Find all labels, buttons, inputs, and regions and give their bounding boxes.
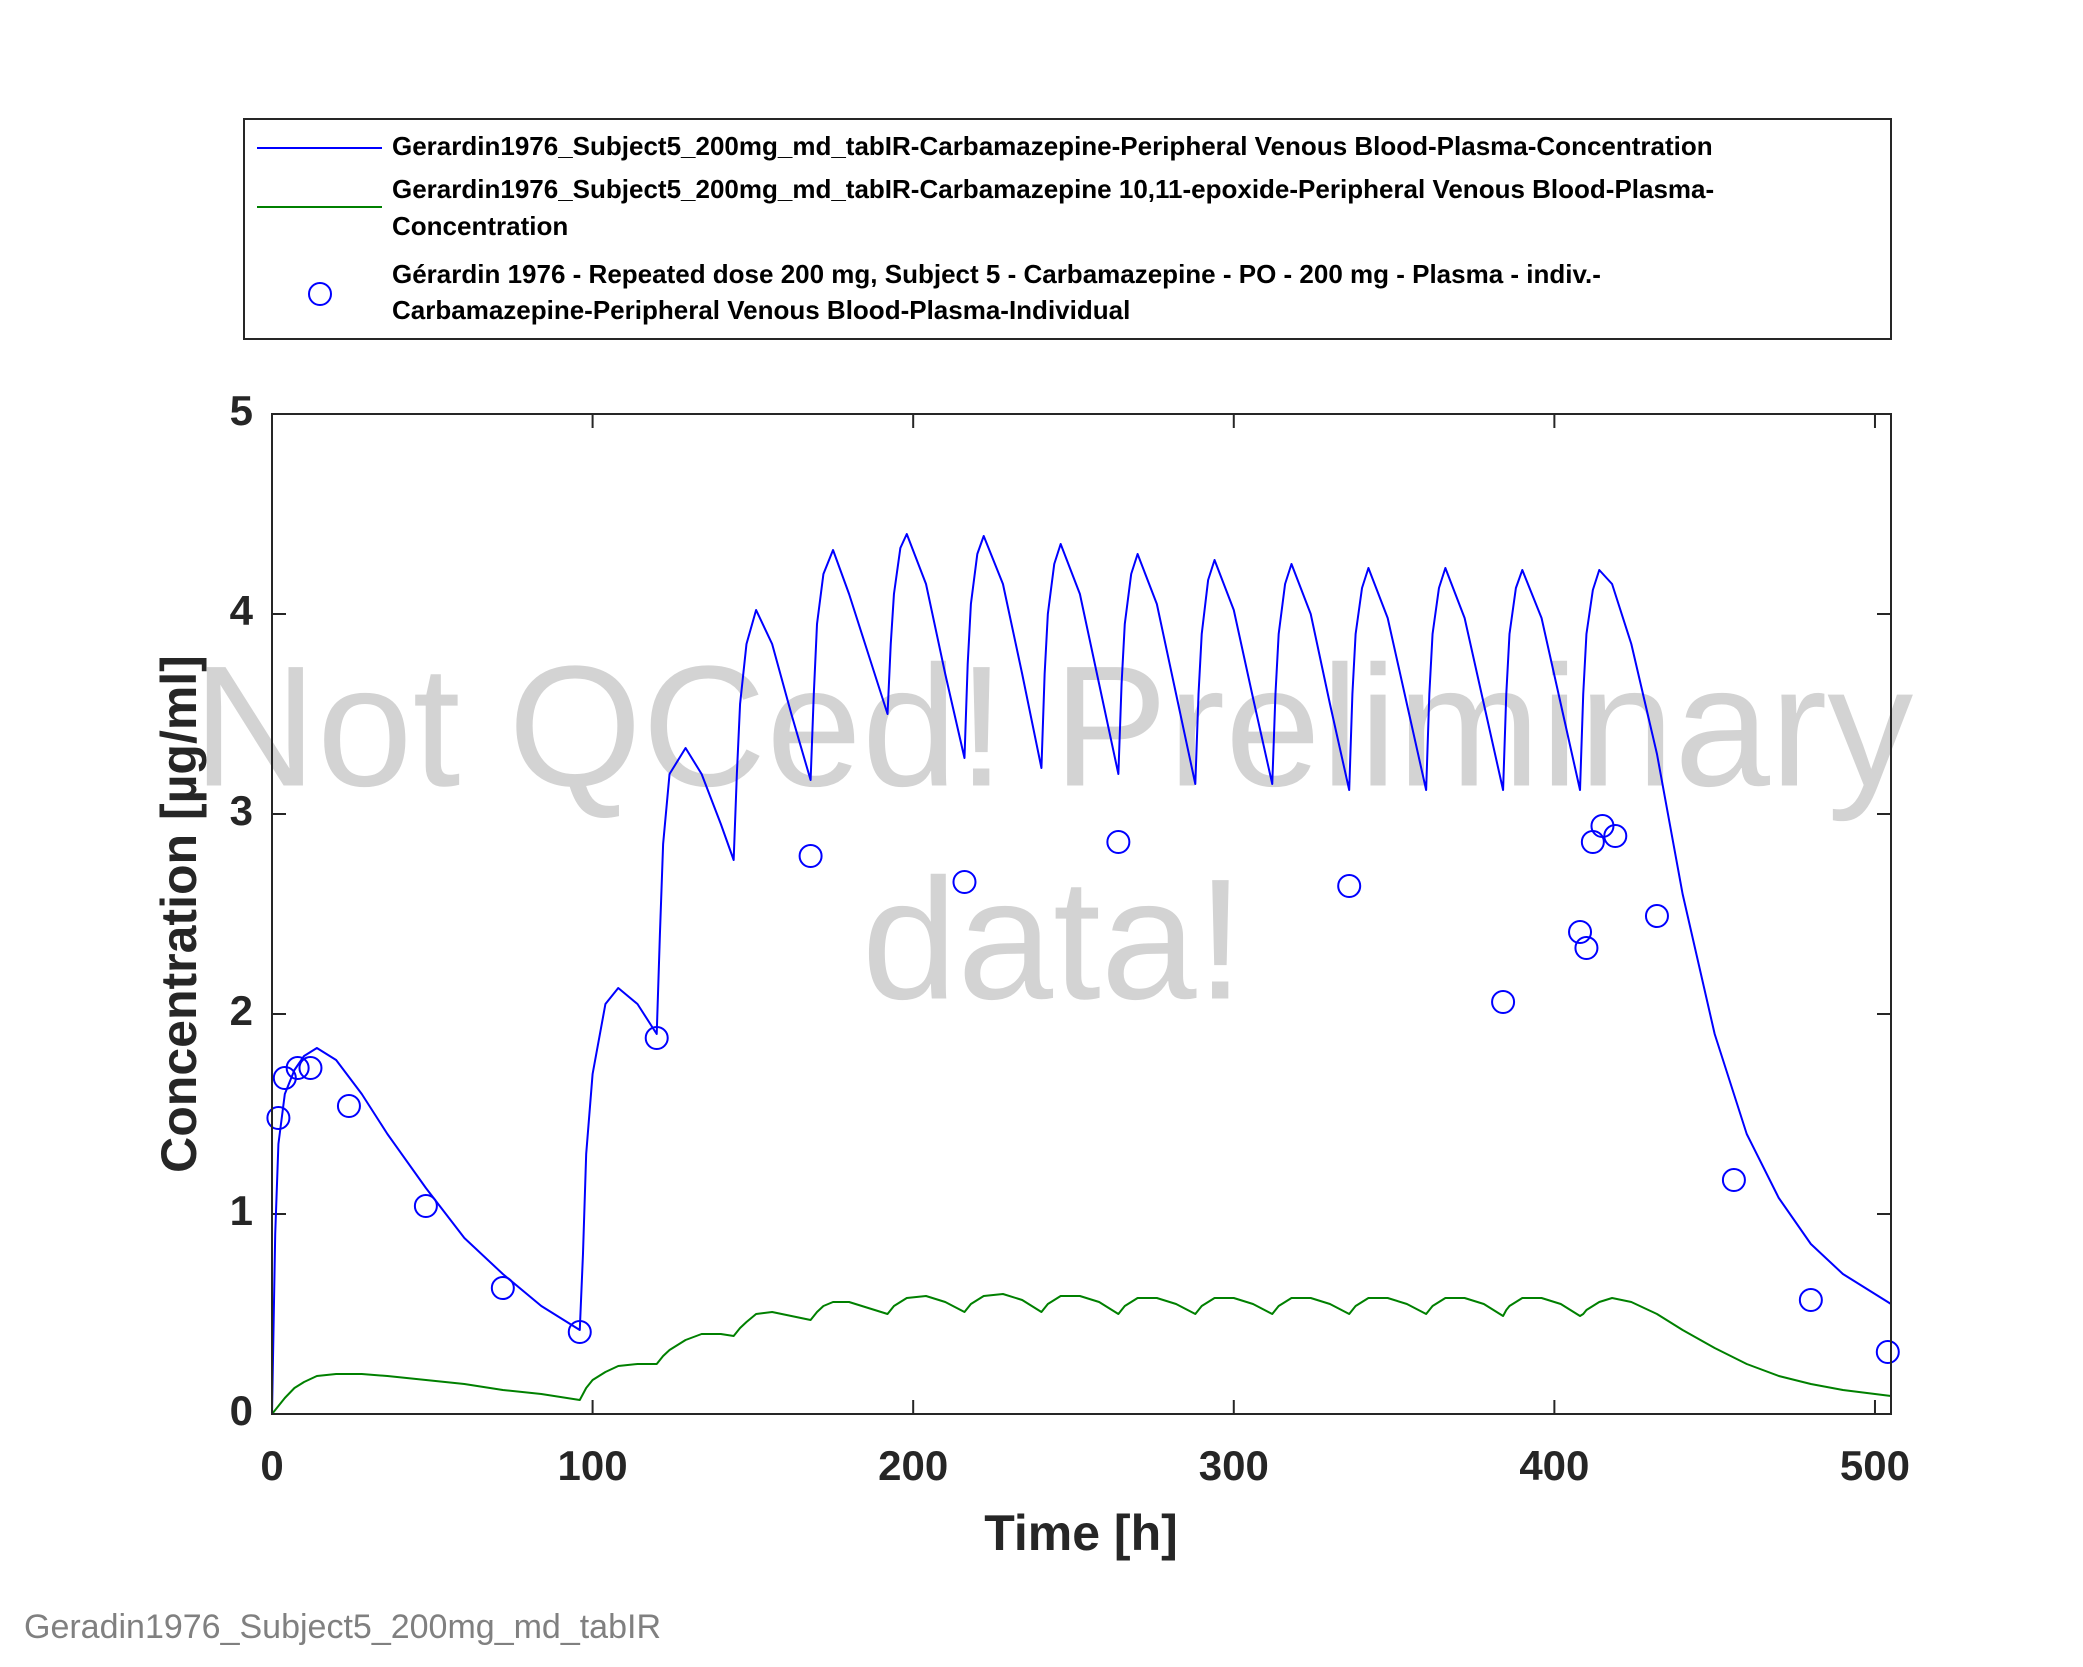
data-point xyxy=(1337,874,1362,898)
data-point xyxy=(1106,830,1131,854)
y-axis-label: Concentration [µg/ml] xyxy=(151,655,207,1173)
legend-marker xyxy=(308,282,332,306)
y-tick-label: 1 xyxy=(230,1187,253,1234)
data-point xyxy=(1568,920,1593,944)
data-point xyxy=(798,844,823,868)
legend-label: Gerardin1976_Subject5_200mg_md_tabIR-Car… xyxy=(392,131,1713,161)
data-point xyxy=(952,870,977,894)
data-point xyxy=(567,1320,592,1344)
data-point xyxy=(1574,936,1599,960)
data-point xyxy=(266,1106,291,1130)
x-tick-label: 300 xyxy=(1199,1442,1269,1489)
data-point xyxy=(1644,904,1669,928)
x-axis-label: Time [h] xyxy=(984,1505,1178,1561)
legend-label: Concentration xyxy=(392,211,568,241)
watermark: data! xyxy=(862,843,1245,1035)
data-point xyxy=(1491,990,1516,1014)
data-point xyxy=(1875,1340,1900,1364)
y-tick-label: 2 xyxy=(230,987,253,1034)
legend-label: Gerardin1976_Subject5_200mg_md_tabIR-Car… xyxy=(392,174,1714,204)
data-point xyxy=(1721,1168,1746,1192)
x-tick-label: 500 xyxy=(1840,1442,1910,1489)
data-point xyxy=(298,1056,323,1080)
legend-label: Carbamazepine-Peripheral Venous Blood-Pl… xyxy=(392,295,1130,325)
y-tick-label: 0 xyxy=(230,1387,253,1434)
watermark: Not QCed! Preliminary xyxy=(193,630,1914,822)
x-tick-label: 200 xyxy=(878,1442,948,1489)
x-tick-label: 400 xyxy=(1519,1442,1589,1489)
y-tick-label: 4 xyxy=(230,587,254,634)
x-tick-label: 0 xyxy=(260,1442,283,1489)
line xyxy=(271,533,1892,1415)
y-tick-label: 3 xyxy=(230,787,253,834)
data-point xyxy=(336,1094,361,1118)
data-point xyxy=(644,1026,669,1050)
footer: Geradin1976_Subject5_200mg_md_tabIR xyxy=(24,1608,661,1646)
data-point xyxy=(413,1194,438,1218)
data-point xyxy=(1798,1288,1823,1312)
line xyxy=(271,1293,1892,1415)
x-tick-label: 100 xyxy=(558,1442,628,1489)
legend-label: Gérardin 1976 - Repeated dose 200 mg, Su… xyxy=(392,259,1601,289)
data-point xyxy=(490,1276,515,1300)
data-point xyxy=(1603,824,1628,848)
y-tick-label: 5 xyxy=(230,387,253,434)
plot-frame xyxy=(271,413,1892,1415)
legend-box xyxy=(243,118,1892,340)
data-point xyxy=(285,1056,310,1080)
